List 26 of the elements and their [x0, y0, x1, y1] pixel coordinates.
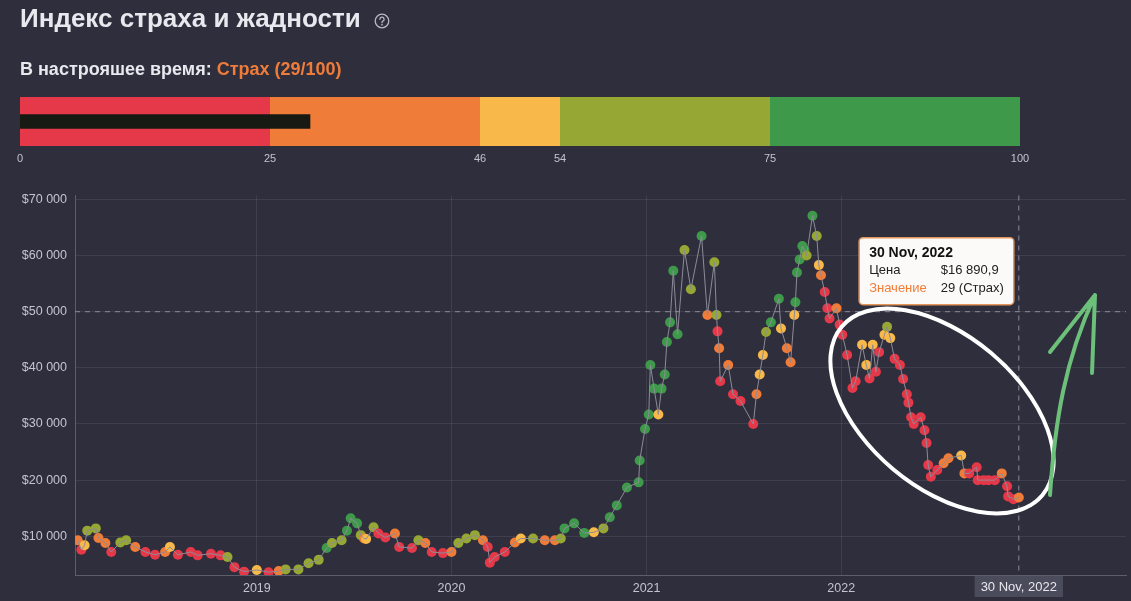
- ref-line-label: 30 Nov, 2022: [980, 578, 1058, 594]
- y-tick-label: $20 000: [21, 472, 68, 487]
- x-tick-label: 0: [16, 151, 24, 164]
- x-tick-label: 75: [763, 151, 777, 164]
- x-tick-label: 46: [473, 151, 487, 164]
- x-tick-label: 54: [553, 151, 567, 164]
- chart-subtitle: В настрояшее время:: [20, 59, 212, 79]
- x-tick-label: 2022: [827, 580, 856, 595]
- x-tick-label: 25: [263, 151, 277, 164]
- y-tick-label: $50 000: [21, 304, 68, 319]
- y-tick-label: $30 000: [21, 416, 68, 431]
- text: Страх (29/100): [216, 59, 342, 79]
- x-tick-label: 2020: [437, 580, 466, 595]
- y-tick-label: $70 000: [21, 191, 68, 206]
- annotation: Цена: [869, 262, 902, 278]
- x-tick-label: 2019: [242, 580, 271, 595]
- annotation: Значение: [869, 280, 927, 296]
- x-tick-label: 100: [1010, 151, 1030, 164]
- annotation: 30 Nov, 2022: [869, 243, 954, 260]
- annotation: 29 (Страх): [940, 280, 1004, 296]
- y-tick-label: $60 000: [21, 248, 68, 263]
- y-tick-label: $10 000: [21, 528, 68, 543]
- annotation: $16 890,9: [940, 262, 999, 278]
- y-tick-label: $40 000: [21, 360, 68, 375]
- x-tick-label: 2021: [632, 580, 661, 595]
- chart-title: Индекс страха и жадности: [20, 3, 361, 33]
